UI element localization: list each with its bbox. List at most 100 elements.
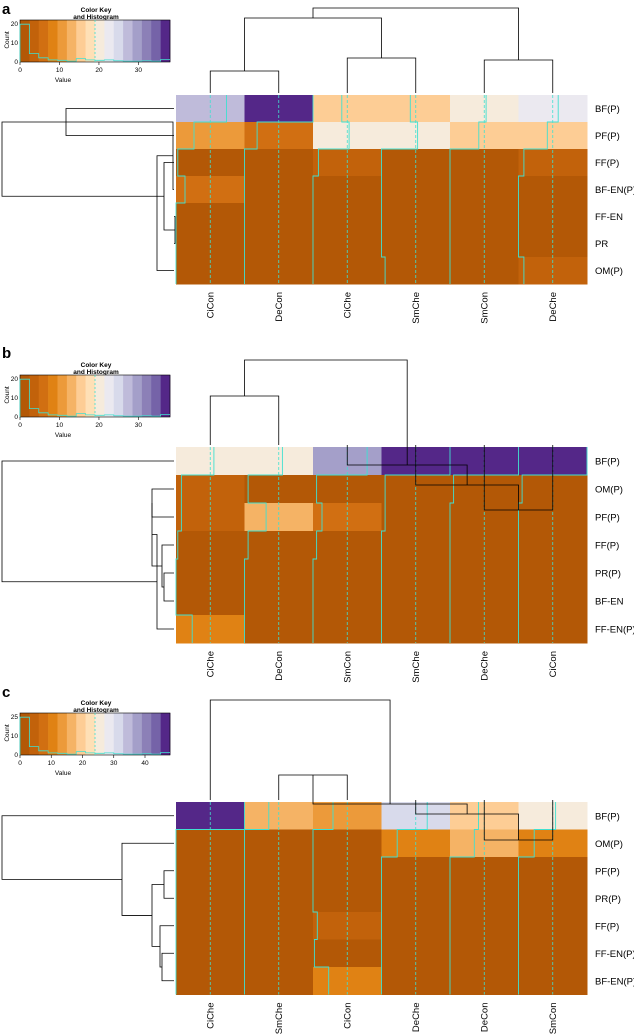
color-key-swatch (123, 20, 133, 62)
color-key-swatch (20, 20, 30, 62)
color-key-ytick-label: 0 (14, 752, 18, 759)
color-key-swatch (132, 20, 143, 62)
color-key-swatch (113, 20, 124, 62)
heatmap-cell (313, 912, 382, 940)
row-dendrogram-branch (121, 842, 174, 916)
color-key-swatch (141, 375, 152, 417)
heatmap-cell (450, 967, 519, 995)
color-key-swatch (20, 713, 30, 755)
color-key-swatch (132, 713, 143, 755)
row-label: PR (595, 239, 608, 250)
color-key-swatch (85, 20, 96, 62)
heatmap-cell (518, 531, 588, 560)
heatmap-cell (381, 587, 451, 616)
panel-a: a Color Key and Histogram Value Count 0 1… (1, 1, 634, 324)
color-key-subtitle-c: and Histogram (73, 707, 119, 714)
row-dendrogram-branch (151, 503, 162, 567)
color-key-tick-label: 0 (18, 760, 22, 767)
color-key-swatch (66, 375, 77, 417)
panel-c: c Color Key and Histogram Value Count 0 1… (1, 684, 634, 1034)
color-key-swatch (95, 20, 105, 62)
column-label: DeCon (479, 1003, 490, 1033)
column-label: CiChe (342, 292, 353, 318)
color-key-title-a: Color Key (81, 7, 112, 14)
row-dendrogram-branch (161, 952, 174, 982)
color-key-tick-label: 20 (79, 760, 87, 767)
color-key-title-c: Color Key (81, 700, 112, 707)
color-key-subtitle-a: and Histogram (73, 14, 119, 21)
heatmap-cell (176, 967, 245, 995)
column-label: SmChe (411, 651, 422, 683)
trace-line (381, 95, 419, 284)
column-dendrogram-branch (244, 359, 408, 465)
color-key-swatch (95, 375, 105, 417)
column-dendrogram-branch (209, 395, 280, 445)
color-key-swatch (95, 713, 105, 755)
row-label: PR(P) (595, 894, 621, 905)
heatmap-cell (176, 912, 245, 940)
color-key-swatch (38, 713, 49, 755)
color-key-xlabel-a: Value (55, 77, 72, 84)
color-key-ylabel-b: Count (4, 386, 11, 404)
heatmap-cell (244, 587, 314, 616)
heatmap-cell (450, 912, 519, 940)
row-label: PR(P) (595, 569, 621, 580)
heatmap-cell (518, 587, 588, 616)
heatmap-cell (313, 230, 382, 258)
row-label: OM(P) (595, 839, 623, 850)
heatmap-cell (176, 587, 245, 616)
color-key-tick-label: 40 (141, 760, 149, 767)
color-key-tick-label: 20 (95, 422, 103, 429)
column-label: SmCon (342, 651, 353, 683)
color-key-tick-label: 0 (18, 67, 22, 74)
color-key-a: Color Key and Histogram Value Count 0 10 2… (4, 7, 171, 84)
heatmap-cell (518, 912, 588, 940)
row-dendrogram-branch (156, 155, 174, 271)
heatmap-cell (176, 857, 245, 885)
heatmap-cell (244, 95, 314, 123)
row-label: BF(P) (595, 104, 620, 115)
row-label: BF(P) (595, 457, 620, 468)
row-label: BF-EN(P) (595, 976, 634, 987)
row-label: FF(P) (595, 921, 619, 932)
panel-b: b Color Key and Histogram Value Count 0 1… (1, 345, 634, 683)
column-label: CiCon (342, 1003, 353, 1029)
row-label: FF-EN(P) (595, 625, 634, 636)
column-label: CiChe (205, 651, 216, 677)
row-label: OM(P) (595, 266, 623, 277)
color-key-swatch (29, 713, 40, 755)
color-key-swatch (20, 375, 30, 417)
row-label: FF(P) (595, 541, 619, 552)
color-key-tick-label: 10 (48, 760, 56, 767)
color-key-ytick-label: 10 (11, 395, 19, 402)
color-key-ytick-label: 25 (11, 714, 19, 721)
row-label: BF(P) (595, 811, 620, 822)
column-dendrogram-branch (346, 57, 417, 93)
trace-line (518, 447, 588, 643)
trace-line (244, 802, 270, 995)
trace-line (312, 447, 368, 643)
trace-line (381, 447, 451, 643)
color-key-swatch (160, 713, 171, 755)
heatmap-cell (244, 967, 314, 995)
color-key-xlabel-b: Value (55, 432, 72, 439)
heatmap-cell (518, 230, 588, 258)
row-dendrogram-branch (1, 121, 164, 197)
color-key-tick-label: 30 (135, 67, 143, 74)
color-key-subtitle-b: and Histogram (73, 369, 119, 376)
color-key-swatch (85, 375, 96, 417)
color-key-swatch (132, 375, 143, 417)
panel-letter-a: a (2, 1, 11, 18)
heatmap-cell (381, 531, 451, 560)
heatmap-cell (518, 95, 588, 123)
column-label: DeChe (411, 1003, 422, 1033)
heatmap-cell (244, 230, 314, 258)
color-key-ytick-label: 0 (14, 59, 18, 66)
color-key-swatch (123, 375, 133, 417)
color-key-swatch (160, 375, 171, 417)
row-dendrogram-branch (163, 572, 174, 602)
trace-line (244, 447, 283, 643)
heatmap-cell (381, 967, 451, 995)
heatmap-cell (313, 967, 382, 995)
heatmap-cell (450, 587, 519, 616)
